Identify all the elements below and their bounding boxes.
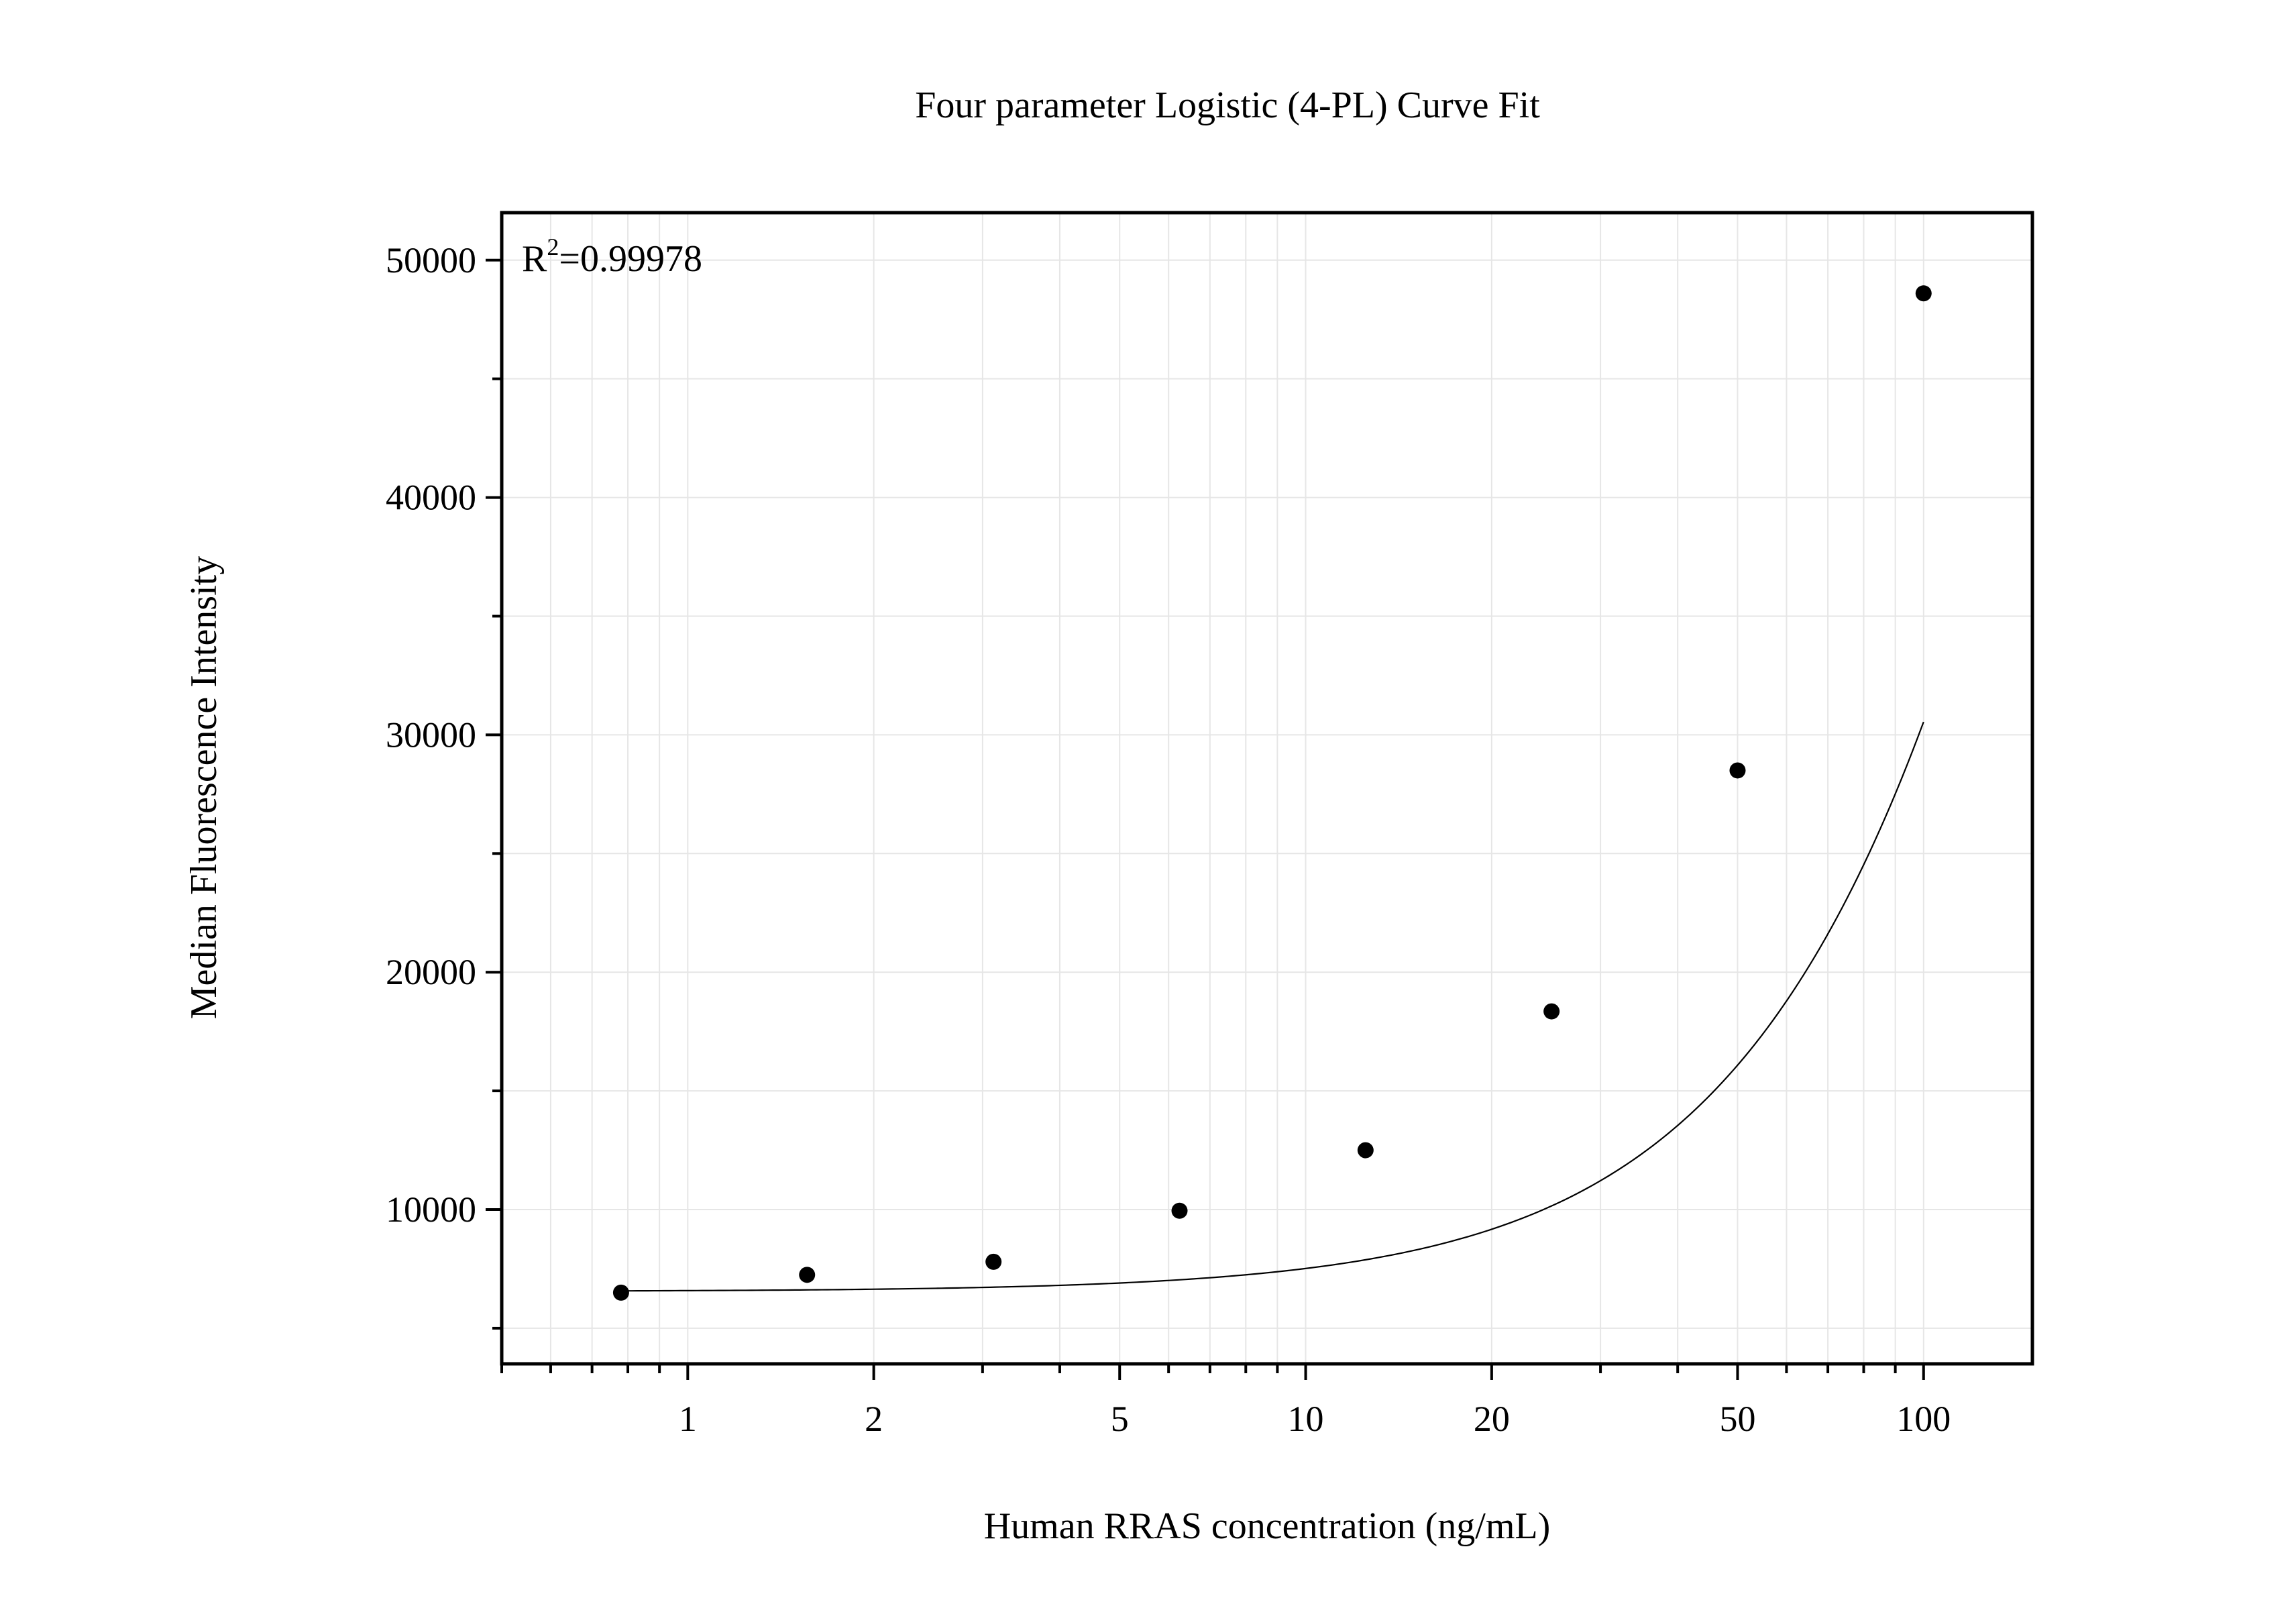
x-tick-label: 2 xyxy=(865,1399,883,1439)
x-tick-label: 10 xyxy=(1288,1399,1324,1439)
data-point xyxy=(1729,762,1746,779)
data-point xyxy=(985,1253,1002,1270)
y-axis-label: Median Fluorescence Intensity xyxy=(183,556,225,1019)
y-tick-label: 40000 xyxy=(386,478,476,518)
r2-prefix: R xyxy=(522,238,547,280)
x-axis: 1 2 5 10 20 50 100 xyxy=(500,1364,1951,1439)
data-point xyxy=(1915,285,1932,302)
plot-area-frame xyxy=(500,211,2034,1366)
fit-curve xyxy=(620,721,1924,1292)
data-point xyxy=(1171,1202,1188,1219)
x-tick-label: 20 xyxy=(1474,1399,1510,1439)
fit-curve-layer xyxy=(620,721,1924,1292)
y-tick-label: 50000 xyxy=(386,240,476,280)
data-point xyxy=(612,1284,629,1301)
data-points-layer xyxy=(612,285,1932,1301)
x-axis-label: Human RRAS concentration (ng/mL) xyxy=(984,1505,1551,1547)
x-tick-label: 50 xyxy=(1719,1399,1755,1439)
data-point xyxy=(1357,1142,1374,1159)
y-axis: 10000 20000 30000 40000 50000 xyxy=(386,240,502,1330)
r2-superscript: 2 xyxy=(547,233,559,260)
data-point xyxy=(799,1267,816,1283)
y-tick-label: 10000 xyxy=(386,1189,476,1230)
y-tick-label: 30000 xyxy=(386,714,476,755)
chart-title: Four parameter Logistic (4-PL) Curve Fit xyxy=(915,85,1540,126)
data-point xyxy=(1543,1003,1560,1020)
x-tick-label: 100 xyxy=(1896,1399,1951,1439)
y-tick-label: 20000 xyxy=(386,952,476,992)
r2-value: =0.99978 xyxy=(559,238,702,280)
r2-annotation: R2=0.99978 xyxy=(522,233,702,280)
x-tick-label: 1 xyxy=(679,1399,697,1439)
x-tick-label: 5 xyxy=(1111,1399,1129,1439)
grid-lines xyxy=(501,213,2032,1364)
